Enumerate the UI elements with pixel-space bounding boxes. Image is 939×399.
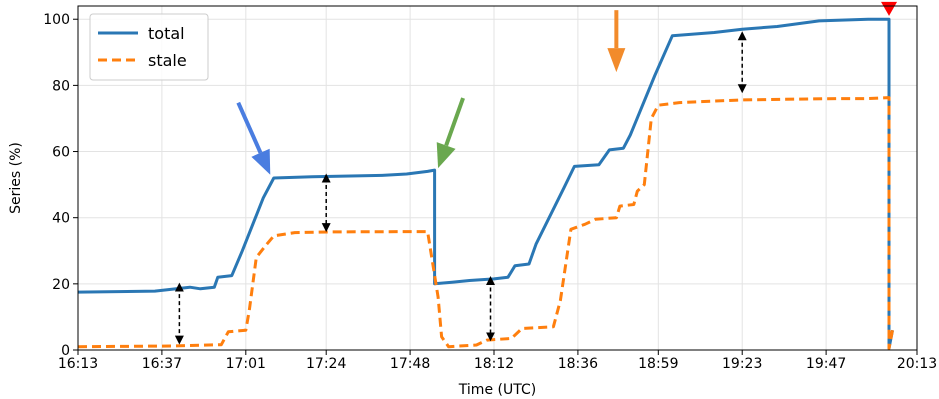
x-tick-label: 17:48 bbox=[390, 356, 430, 372]
y-tick-label: 80 bbox=[52, 78, 70, 94]
axis-ticks: 16:13 16:37 17:01 17:24 17:48 18:12 18:36 18:59… bbox=[43, 12, 937, 372]
legend-box bbox=[89, 13, 209, 81]
y-axis-label: Series (%) bbox=[8, 142, 24, 214]
legend-label-stale: stale bbox=[148, 51, 187, 70]
y-tick-label: 60 bbox=[52, 145, 70, 161]
arrow-shaft bbox=[236, 101, 263, 154]
arrow-head bbox=[881, 1, 898, 16]
arrow-head bbox=[607, 48, 626, 73]
annotation-arrow bbox=[236, 101, 271, 175]
series-layer bbox=[77, 17, 894, 350]
y-tick-label: 0 bbox=[61, 343, 70, 359]
annotation-arrow bbox=[436, 97, 465, 169]
x-tick-label: 19:23 bbox=[722, 356, 762, 372]
legend: total stale bbox=[89, 13, 209, 81]
arrow-shaft bbox=[444, 97, 465, 147]
x-tick-label: 18:59 bbox=[638, 356, 678, 372]
x-tick-label: 18:12 bbox=[474, 356, 514, 372]
x-tick-label: 16:13 bbox=[58, 356, 98, 372]
annotation-layer bbox=[174, 1, 898, 345]
annotation-arrow bbox=[607, 10, 626, 73]
series-line-total bbox=[77, 17, 894, 350]
y-tick-label: 40 bbox=[52, 211, 70, 227]
x-tick-label: 17:24 bbox=[306, 356, 346, 372]
series-line-stale bbox=[77, 96, 894, 350]
y-tick-label: 20 bbox=[52, 277, 70, 293]
x-tick-label: 17:01 bbox=[226, 356, 266, 372]
x-tick-label: 18:36 bbox=[558, 356, 598, 372]
x-tick-label: 19:47 bbox=[806, 356, 846, 372]
annotation-arrow bbox=[881, 1, 898, 16]
x-tick-label: 20:13 bbox=[897, 356, 937, 372]
arrow-head bbox=[436, 142, 456, 169]
plot-area bbox=[77, 5, 918, 351]
legend-label-total: total bbox=[148, 24, 185, 43]
arrow-head bbox=[251, 148, 271, 175]
y-tick-label: 100 bbox=[43, 12, 70, 28]
x-axis-label: Time (UTC) bbox=[458, 382, 536, 398]
x-tick-label: 16:37 bbox=[142, 356, 182, 372]
